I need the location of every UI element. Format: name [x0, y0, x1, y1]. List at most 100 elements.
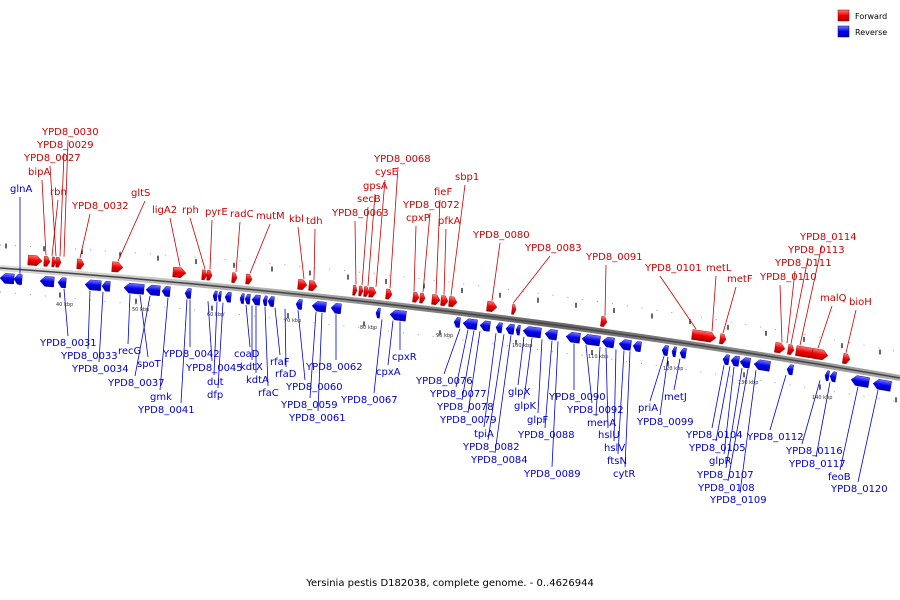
gene-label-cytr[interactable]: cytR: [613, 469, 635, 480]
reverse-gene-arrow[interactable]: [267, 296, 275, 307]
forward-gene-arrow[interactable]: [774, 342, 786, 354]
reverse-gene-arrow[interactable]: [224, 291, 232, 303]
gene-label-ypd8-0104[interactable]: YPD8_0104: [685, 430, 743, 441]
gene-label-hslv[interactable]: hslV: [604, 443, 625, 454]
forward-gene-arrow[interactable]: [43, 256, 51, 267]
gene-label-ypd8-0084[interactable]: YPD8_0084: [470, 455, 528, 466]
gene-label-ypd8-0090[interactable]: YPD8_0090: [548, 392, 606, 403]
reverse-gene-arrow[interactable]: [330, 303, 342, 315]
gene-label-ypd8-0030[interactable]: YPD8_0030: [41, 127, 99, 138]
reverse-gene-arrow[interactable]: [495, 322, 503, 334]
gene-label-metf[interactable]: metF: [727, 274, 753, 285]
reverse-gene-arrow[interactable]: [161, 286, 171, 297]
gene-label-ypd8-0080[interactable]: YPD8_0080: [472, 230, 530, 241]
reverse-gene-arrow[interactable]: [786, 364, 794, 376]
gene-label-mutm[interactable]: mutM: [256, 211, 285, 222]
gene-label-ypd8-0077[interactable]: YPD8_0077: [429, 389, 487, 400]
gene-label-cyse[interactable]: cysE: [375, 167, 398, 178]
reverse-gene-arrow[interactable]: [565, 331, 581, 344]
gene-label-ypd8-0034[interactable]: YPD8_0034: [71, 364, 129, 375]
gene-label-ypd8-0032[interactable]: YPD8_0032: [71, 201, 129, 212]
gene-label-secb[interactable]: secB: [357, 194, 381, 205]
forward-gene-arrow[interactable]: [811, 348, 829, 361]
reverse-gene-arrow[interactable]: [671, 346, 677, 358]
gene-label-ypd8-0083[interactable]: YPD8_0083: [524, 243, 582, 254]
gene-label-coad[interactable]: coaD: [234, 349, 260, 360]
forward-gene-arrow[interactable]: [431, 294, 441, 306]
gene-label-ypd8-0101[interactable]: YPD8_0101: [644, 263, 702, 274]
forward-gene-arrow[interactable]: [206, 269, 213, 281]
gene-label-glpr[interactable]: glpR: [709, 456, 731, 467]
gene-label-pria[interactable]: priA: [638, 403, 658, 414]
forward-gene-arrow[interactable]: [27, 254, 43, 266]
reverse-gene-arrow[interactable]: [515, 324, 521, 336]
gene-label-cpxa[interactable]: cpxA: [376, 367, 401, 378]
gene-label-ypd8-0060[interactable]: YPD8_0060: [285, 382, 343, 393]
gene-label-gmk[interactable]: gmk: [150, 392, 172, 403]
reverse-gene-arrow[interactable]: [39, 276, 55, 288]
gene-label-ypd8-0110[interactable]: YPD8_0110: [759, 272, 817, 283]
gene-label-ypd8-0109[interactable]: YPD8_0109: [709, 495, 767, 506]
reverse-gene-arrow[interactable]: [375, 307, 381, 319]
gene-label-hslu[interactable]: hslU: [598, 430, 620, 441]
forward-gene-arrow[interactable]: [76, 258, 85, 270]
reverse-gene-arrow[interactable]: [730, 355, 740, 367]
gene-label-ypd8-0045[interactable]: YPD8_0045: [185, 363, 243, 374]
gene-label-ypd8-0042[interactable]: YPD8_0042: [162, 349, 220, 360]
forward-gene-arrow[interactable]: [385, 288, 393, 300]
reverse-gene-arrow[interactable]: [212, 290, 218, 302]
gene-label-ypd8-0108[interactable]: YPD8_0108: [697, 483, 755, 494]
gene-label-pfka[interactable]: pfkA: [438, 216, 461, 227]
forward-gene-arrow[interactable]: [412, 291, 420, 303]
forward-gene-arrow[interactable]: [600, 316, 608, 327]
forward-gene-arrow[interactable]: [308, 280, 318, 292]
gene-label-ypd8-0105[interactable]: YPD8_0105: [688, 443, 746, 454]
forward-gene-arrow[interactable]: [51, 256, 57, 268]
reverse-gene-arrow[interactable]: [679, 347, 687, 359]
forward-gene-arrow[interactable]: [719, 333, 727, 345]
gene-label-ypd8-0113[interactable]: YPD8_0113: [787, 245, 845, 256]
gene-label-sbp1[interactable]: sbp1: [455, 172, 479, 183]
gene-label-kdta[interactable]: kdtA: [246, 375, 269, 386]
gene-label-feob[interactable]: feoB: [828, 472, 851, 483]
gene-label-ypd8-0041[interactable]: YPD8_0041: [137, 405, 195, 416]
gene-label-spot[interactable]: spoT: [137, 359, 162, 370]
gene-label-recg[interactable]: recG: [118, 346, 141, 357]
reverse-gene-arrow[interactable]: [262, 295, 268, 307]
reverse-gene-arrow[interactable]: [661, 345, 669, 357]
forward-gene-arrow[interactable]: [111, 261, 124, 273]
gene-label-ypd8-0114[interactable]: YPD8_0114: [799, 232, 857, 243]
reverse-gene-arrow[interactable]: [722, 354, 730, 366]
gene-label-ypd8-0092[interactable]: YPD8_0092: [566, 405, 624, 416]
forward-gene-arrow[interactable]: [352, 284, 358, 296]
reverse-gene-arrow[interactable]: [101, 280, 111, 292]
gene-label-ypd8-0078[interactable]: YPD8_0078: [436, 402, 494, 413]
gene-label-ypd8-0116[interactable]: YPD8_0116: [785, 446, 843, 457]
reverse-gene-arrow[interactable]: [145, 284, 161, 297]
reverse-gene-arrow[interactable]: [479, 320, 491, 332]
gene-label-bipa[interactable]: bipA: [28, 167, 50, 178]
gene-label-ypd8-0088[interactable]: YPD8_0088: [517, 430, 575, 441]
gene-label-dfp-1[interactable]: dfp: [207, 390, 223, 401]
gene-label-malq[interactable]: malQ: [820, 293, 847, 304]
gene-label-glts[interactable]: gltS: [131, 188, 150, 199]
reverse-gene-arrow[interactable]: [295, 299, 303, 310]
gene-label-gpsa[interactable]: gpsA: [363, 181, 388, 192]
gene-label-liga2[interactable]: ligA2: [152, 205, 177, 216]
gene-label-cpxr[interactable]: cpxR: [392, 352, 417, 363]
reverse-gene-arrow[interactable]: [462, 318, 478, 331]
reverse-gene-arrow[interactable]: [239, 293, 245, 304]
gene-label-ypd8-0063[interactable]: YPD8_0063: [331, 208, 389, 219]
forward-gene-arrow[interactable]: [245, 273, 253, 285]
gene-label-ypd8-0029[interactable]: YPD8_0029: [36, 140, 94, 151]
gene-label-ypd8-0062[interactable]: YPD8_0062: [305, 362, 363, 373]
forward-gene-arrow[interactable]: [486, 300, 498, 312]
forward-gene-arrow[interactable]: [440, 295, 449, 307]
gene-label-ypd8-0076[interactable]: YPD8_0076: [415, 376, 473, 387]
gene-label-tpia[interactable]: tpiA: [474, 429, 494, 440]
reverse-gene-arrow[interactable]: [123, 282, 145, 295]
gene-label-ypd8-0079[interactable]: YPD8_0079: [439, 415, 497, 426]
forward-gene-arrow[interactable]: [691, 329, 717, 343]
gene-label-fief[interactable]: fieF: [434, 187, 452, 198]
forward-gene-arrow[interactable]: [201, 269, 208, 281]
